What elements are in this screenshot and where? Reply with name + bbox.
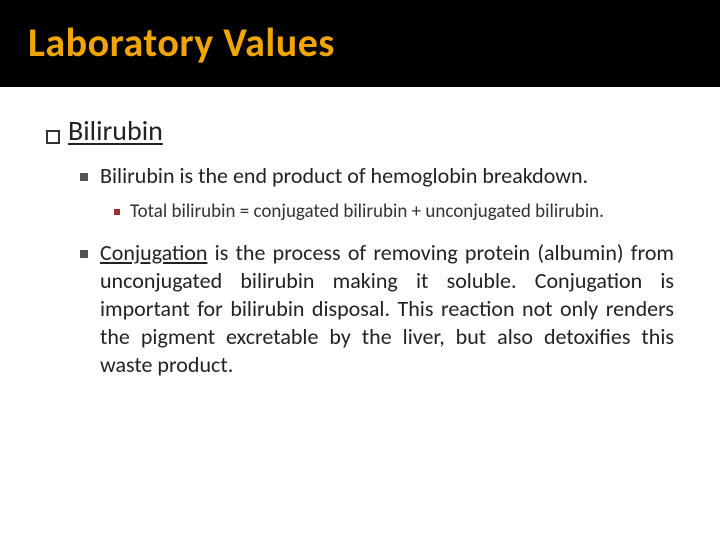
square-fill-bullet-icon xyxy=(80,173,88,181)
bullet-item: Bilirubin is the end product of hemoglob… xyxy=(80,162,674,190)
slide-title: Laboratory Values xyxy=(28,18,692,67)
bullet-text: Bilirubin is the end product of hemoglob… xyxy=(100,162,588,190)
square-outline-bullet-icon xyxy=(46,130,60,144)
sub-bullet-item: Total bilirubin = conjugated bilirubin +… xyxy=(114,200,674,225)
section-heading: Bilirubin xyxy=(68,113,163,148)
bullet-item: Conjugation is the process of removing p… xyxy=(80,239,674,380)
title-band: Laboratory Values xyxy=(0,0,720,87)
square-fill-bullet-icon xyxy=(80,250,88,258)
bullet-text: Conjugation is the process of removing p… xyxy=(100,239,674,380)
sub-bullet-text: Total bilirubin = conjugated bilirubin +… xyxy=(130,200,604,225)
content-area: Bilirubin Bilirubin is the end product o… xyxy=(0,87,720,410)
small-square-bullet-icon xyxy=(114,209,120,215)
underlined-lead: Conjugation xyxy=(100,239,207,266)
section-heading-row: Bilirubin xyxy=(46,113,674,148)
